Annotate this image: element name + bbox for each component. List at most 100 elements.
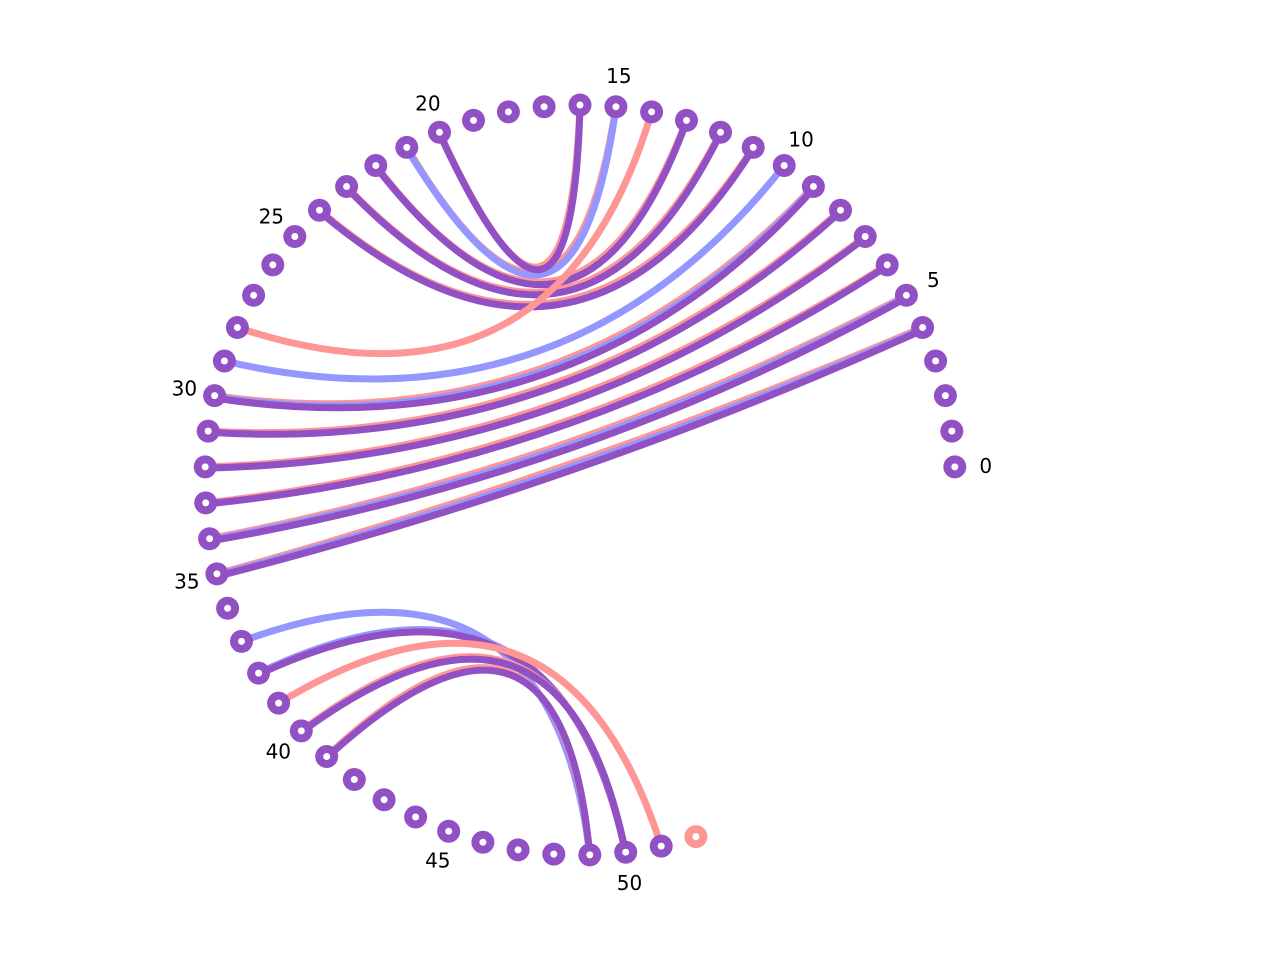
node-52 — [684, 825, 708, 849]
node-47 — [506, 838, 530, 862]
node-2 — [933, 384, 957, 408]
node-center — [941, 392, 949, 400]
node-35 — [205, 562, 229, 586]
node-center — [657, 842, 665, 850]
edge-16-20 — [436, 101, 584, 273]
node-center — [809, 183, 817, 190]
node-center — [648, 108, 656, 116]
edge-stroke-purple — [201, 234, 869, 472]
edge-5-34 — [206, 291, 910, 545]
node-center — [540, 103, 548, 111]
node-27 — [242, 283, 266, 307]
edge-9-30 — [211, 183, 817, 412]
node-label-50: 50 — [617, 871, 642, 895]
node-center — [692, 833, 700, 841]
node-center — [224, 604, 232, 612]
node-39 — [267, 691, 291, 715]
edge-10-29 — [220, 162, 788, 383]
node-24 — [308, 198, 331, 222]
edge-8-31 — [204, 206, 844, 438]
node-center — [683, 116, 690, 124]
node-center — [323, 753, 331, 760]
node-49 — [578, 843, 602, 867]
node-center — [470, 116, 477, 124]
edge-stroke-purple — [202, 262, 891, 508]
edge-41-49 — [323, 664, 594, 860]
node-center — [550, 850, 558, 858]
node-label-30: 30 — [172, 377, 197, 401]
node-38 — [247, 661, 271, 685]
node-15 — [604, 95, 628, 119]
node-33 — [194, 491, 218, 515]
node-center — [612, 103, 620, 111]
node-center — [202, 499, 210, 507]
node-center — [948, 427, 956, 435]
node-center — [275, 699, 283, 707]
node-46 — [471, 830, 495, 854]
node-label-40: 40 — [266, 740, 291, 764]
node-19 — [462, 108, 485, 132]
node-29 — [212, 349, 236, 373]
edge-stroke-purple — [211, 185, 817, 412]
node-5 — [894, 283, 918, 307]
node-42 — [342, 768, 366, 791]
node-10 — [772, 154, 796, 177]
node-48 — [542, 842, 566, 866]
node-8 — [829, 198, 852, 222]
node-center — [269, 261, 277, 269]
node-center — [576, 101, 584, 109]
node-center — [749, 143, 757, 151]
node-9 — [801, 175, 825, 198]
node-center — [883, 261, 891, 269]
labels-layer: 0 5 10 15 20 25 30 35 40 45 50 — [172, 64, 992, 895]
node-14 — [640, 100, 664, 124]
node-label-35: 35 — [174, 570, 199, 594]
node-label-25: 25 — [259, 204, 284, 228]
node-center — [250, 291, 258, 299]
edge-stroke-red — [233, 108, 656, 358]
node-12 — [709, 120, 732, 144]
node-36 — [216, 596, 240, 620]
edge-stroke-purple — [213, 326, 927, 580]
node-center — [206, 535, 214, 543]
node-center — [220, 357, 228, 365]
node-center — [932, 357, 940, 365]
node-26 — [261, 253, 285, 277]
node-25 — [283, 225, 307, 248]
node-center — [479, 838, 487, 846]
node-center — [902, 291, 910, 299]
node-center — [412, 813, 420, 821]
node-7 — [853, 225, 877, 248]
edge-stroke-red — [297, 653, 630, 856]
node-30 — [203, 384, 227, 408]
node-center — [861, 233, 869, 240]
node-18 — [496, 100, 520, 124]
edge-40-50 — [297, 653, 630, 857]
node-41 — [315, 745, 339, 768]
node-label-20: 20 — [415, 92, 440, 116]
node-center — [837, 206, 844, 214]
node-center — [403, 143, 411, 151]
node-34 — [198, 527, 222, 551]
node-center — [255, 669, 263, 677]
edge-stroke-purple — [204, 207, 844, 438]
node-20 — [428, 120, 451, 144]
node-22 — [364, 154, 388, 177]
node-21 — [395, 135, 419, 159]
node-center — [204, 427, 212, 435]
node-center — [372, 162, 380, 169]
edge-stroke-blue — [220, 162, 788, 383]
edge-stroke-purple — [323, 666, 594, 860]
edges-layer — [201, 101, 927, 860]
node-center — [622, 848, 630, 856]
node-44 — [404, 805, 428, 829]
node-45 — [437, 819, 461, 843]
node-51 — [649, 834, 673, 858]
node-11 — [741, 135, 765, 159]
node-23 — [335, 175, 359, 198]
node-4 — [911, 316, 935, 339]
nodes-layer — [193, 93, 967, 867]
node-16 — [568, 93, 592, 117]
node-label-45: 45 — [425, 848, 450, 872]
